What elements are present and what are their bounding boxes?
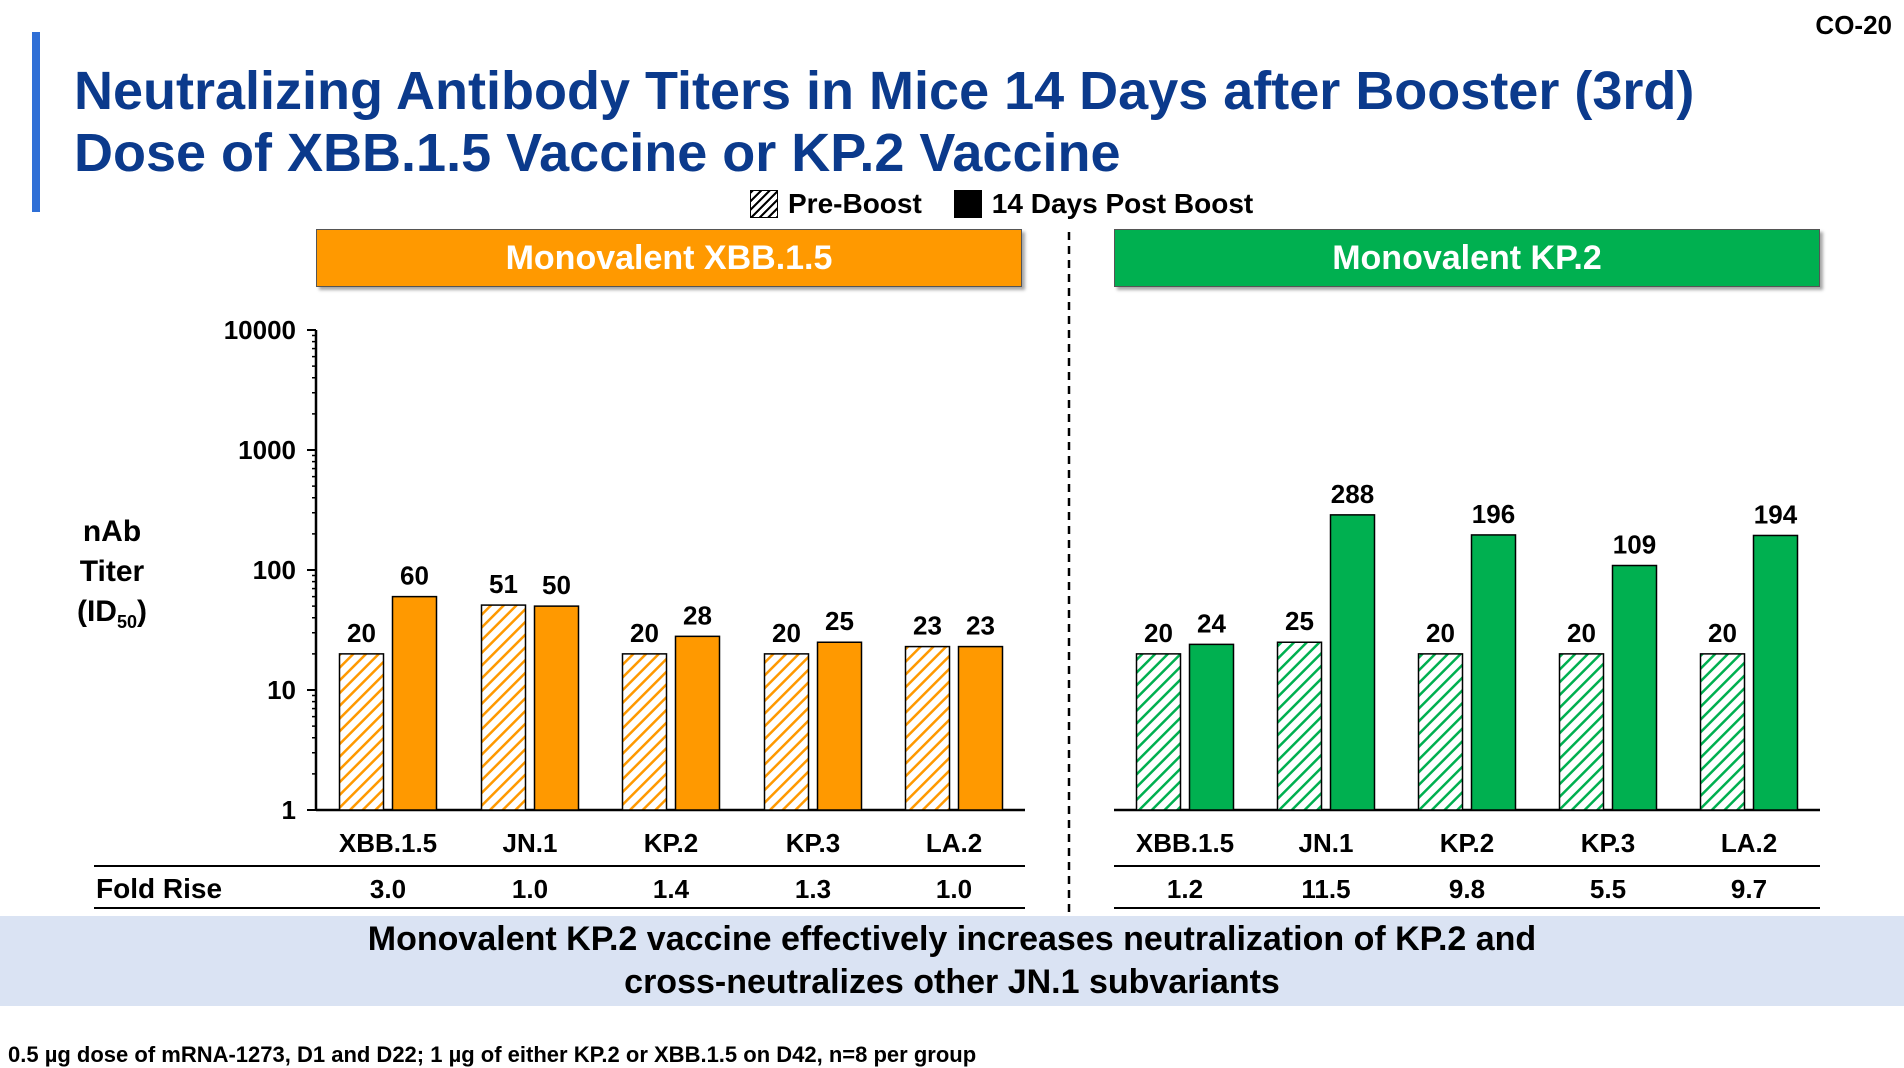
bar-pre-boost — [1699, 653, 1746, 811]
panel-header-xbb15: Monovalent XBB.1.5 — [316, 229, 1022, 287]
bar-pre-boost — [480, 604, 527, 811]
data-label-post-boost: 28 — [683, 600, 712, 630]
bar-post-boost — [1188, 643, 1235, 811]
data-label-pre-boost: 20 — [1426, 618, 1455, 648]
bar-pre-boost — [1135, 653, 1182, 811]
bar-post-boost — [957, 645, 1004, 811]
banner-line-1: Monovalent KP.2 vaccine effectively incr… — [367, 920, 1537, 958]
legend-label-post-boost: 14 Days Post Boost — [991, 188, 1254, 219]
data-label-pre-boost: 20 — [1567, 618, 1596, 648]
data-label-post-boost: 23 — [966, 611, 995, 641]
fold-rise-value: 11.5 — [1301, 874, 1350, 904]
data-label-post-boost: 109 — [1613, 530, 1656, 560]
x-category-label: JN.1 — [1299, 828, 1354, 858]
fold-rise-label: Fold Rise — [96, 873, 222, 904]
fold-rise-value: 3.0 — [370, 874, 406, 904]
bar-post-boost — [391, 595, 438, 811]
bar-post-boost — [816, 641, 863, 811]
solid-swatch-icon — [953, 190, 982, 218]
panel-header-kp2: Monovalent KP.2 — [1114, 229, 1820, 287]
footnote: 0.5 µg dose of mRNA-1273, D1 and D22; 1 … — [8, 1042, 977, 1067]
x-category-label: KP.2 — [644, 828, 698, 858]
bar-pre-boost — [1558, 653, 1605, 811]
fold-rise-value: 1.0 — [512, 874, 548, 904]
bar-post-boost — [1329, 514, 1376, 811]
bar-post-boost — [1470, 534, 1517, 811]
bar-post-boost — [1752, 534, 1799, 811]
data-label-pre-boost: 20 — [630, 618, 659, 648]
bar-pre-boost — [1276, 641, 1323, 811]
legend: Pre-Boost 14 Days Post Boost — [750, 188, 1285, 220]
fold-rise-value: 9.7 — [1731, 874, 1767, 904]
x-category-label: KP.2 — [1440, 828, 1494, 858]
y-tick-label: 100 — [253, 555, 296, 585]
data-label-pre-boost: 20 — [772, 618, 801, 648]
bar-pre-boost — [1417, 653, 1464, 811]
bar-pre-boost — [763, 653, 810, 811]
bar-pre-boost — [621, 653, 668, 811]
data-label-post-boost: 194 — [1754, 499, 1798, 529]
x-category-label: LA.2 — [1721, 828, 1777, 858]
legend-item-post-boost: 14 Days Post Boost — [953, 188, 1254, 220]
x-category-label: LA.2 — [926, 828, 982, 858]
slide-id: CO-20 — [1815, 10, 1892, 40]
data-label-pre-boost: 20 — [1144, 618, 1173, 648]
data-label-pre-boost: 20 — [347, 618, 376, 648]
title-accent-bar — [32, 32, 40, 212]
fold-rise-value: 9.8 — [1449, 874, 1485, 904]
data-label-post-boost: 50 — [542, 570, 571, 600]
fold-rise-value: 1.0 — [936, 874, 972, 904]
data-label-post-boost: 25 — [825, 606, 854, 636]
conclusion-banner: Monovalent KP.2 vaccine effectively incr… — [0, 916, 1904, 1006]
bar-post-boost — [1611, 564, 1658, 811]
x-category-label: KP.3 — [1581, 828, 1635, 858]
hatch-swatch-icon — [750, 190, 778, 218]
data-label-pre-boost: 51 — [489, 569, 518, 599]
x-category-label: KP.3 — [786, 828, 840, 858]
fold-rise-value: 1.3 — [795, 874, 831, 904]
y-axis-label: nAb Titer (ID50) — [76, 515, 148, 632]
y-tick-label: 10000 — [224, 315, 296, 345]
bar-post-boost — [674, 635, 721, 811]
fold-rise-value: 1.4 — [653, 874, 690, 904]
x-category-label: XBB.1.5 — [339, 828, 437, 858]
fold-rise-value: 5.5 — [1590, 874, 1626, 904]
x-category-label: XBB.1.5 — [1136, 828, 1234, 858]
data-label-pre-boost: 25 — [1285, 606, 1314, 636]
bar-post-boost — [533, 605, 580, 811]
page-title: Neutralizing Antibody Titers in Mice 14 … — [74, 61, 1695, 183]
fold-rise-value: 1.2 — [1167, 874, 1203, 904]
legend-label-pre-boost: Pre-Boost — [788, 188, 922, 219]
data-label-post-boost: 196 — [1472, 499, 1515, 529]
data-label-pre-boost: 23 — [913, 611, 942, 641]
y-tick-label: 10 — [267, 675, 296, 705]
data-label-post-boost: 288 — [1331, 479, 1374, 509]
legend-item-pre-boost: Pre-Boost — [750, 188, 922, 220]
bar-pre-boost — [338, 653, 385, 811]
data-label-post-boost: 60 — [400, 561, 429, 591]
y-tick-label: 1000 — [238, 435, 296, 465]
bar-pre-boost — [904, 645, 951, 811]
banner-line-2: cross-neutralizes other JN.1 subvariants — [624, 963, 1280, 1001]
data-label-post-boost: 24 — [1197, 608, 1226, 638]
y-tick-label: 1 — [282, 795, 296, 825]
x-category-label: JN.1 — [503, 828, 558, 858]
data-label-pre-boost: 20 — [1708, 618, 1737, 648]
